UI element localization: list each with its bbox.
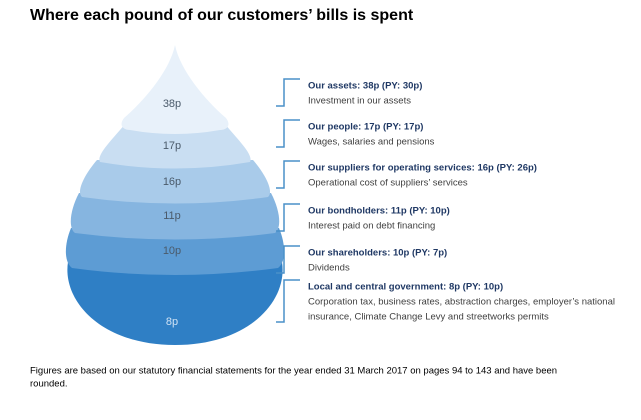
- drop-layer: [65, 228, 285, 275]
- item-description: Investment in our assets: [308, 96, 411, 107]
- title: Where each pound of our customers’ bills…: [30, 7, 414, 24]
- item-heading: Our assets: 38p (PY: 30p): [308, 81, 422, 92]
- layer-label: 11p: [163, 210, 181, 222]
- bracket: [276, 160, 300, 189]
- footnote: Figures are based on our statutory finan…: [30, 366, 557, 377]
- drop-layer: [67, 262, 283, 345]
- item-heading: Our suppliers for operating services: 16…: [308, 163, 537, 174]
- layer-label: 10p: [163, 245, 181, 257]
- bracket: [276, 78, 300, 107]
- bracket: [276, 119, 300, 148]
- layer-label: 17p: [163, 140, 181, 152]
- item-description: Operational cost of suppliers’ services: [308, 178, 468, 189]
- footnote: rounded.: [30, 379, 68, 390]
- layer-label: 16p: [163, 176, 181, 188]
- item-heading: Local and central government: 8p (PY: 10…: [308, 282, 503, 293]
- item-description: Dividends: [308, 263, 350, 274]
- bracket: [276, 245, 300, 274]
- drop-layer: [79, 160, 271, 204]
- item-heading: Our bondholders: 11p (PY: 10p): [308, 206, 450, 217]
- item-description: Interest paid on debt financing: [308, 221, 435, 232]
- item-description: insurance, Climate Change Levy and stree…: [308, 312, 549, 323]
- drop-layer: [99, 124, 251, 169]
- item-description: Corporation tax, business rates, abstrac…: [308, 297, 615, 308]
- item-list: Our assets: 38p (PY: 30p) Investment in o…: [276, 78, 615, 323]
- item-description: Wages, salaries and pensions: [308, 137, 435, 148]
- layer-label: 8p: [166, 316, 178, 328]
- item-heading: Our shareholders: 10p (PY: 7p): [308, 248, 447, 259]
- drop-layer: [70, 193, 280, 240]
- bracket: [276, 279, 300, 323]
- drop-layer: [121, 45, 229, 134]
- bracket: [276, 203, 300, 232]
- layer-label: 38p: [163, 98, 181, 110]
- item-heading: Our people: 17p (PY: 17p): [308, 122, 423, 133]
- water-drop: [65, 45, 285, 345]
